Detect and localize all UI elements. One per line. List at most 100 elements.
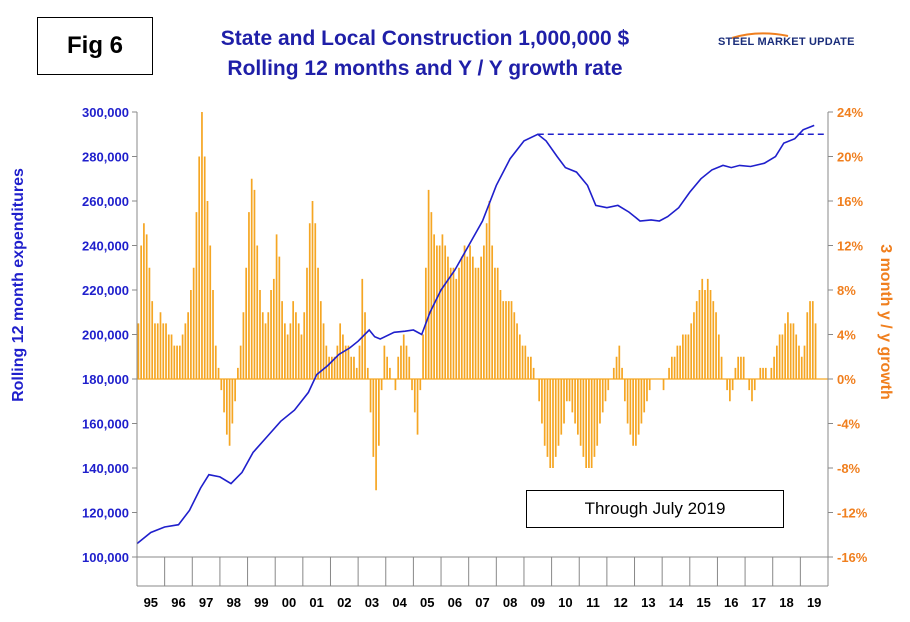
bar-30	[220, 379, 223, 391]
bar-49	[272, 278, 275, 380]
bar-62	[308, 223, 311, 379]
bar-148	[546, 379, 549, 457]
y-right-tick-label: 24%	[837, 105, 863, 120]
bar-17	[184, 323, 187, 380]
bar-71	[333, 356, 336, 379]
bar-83	[366, 367, 369, 380]
y-left-tick-label: 160,000	[82, 417, 129, 432]
bar-204	[701, 278, 704, 380]
bar-28	[214, 345, 217, 380]
bar-240	[800, 356, 803, 379]
bar-207	[709, 290, 712, 379]
bar-105	[427, 189, 430, 380]
bar-230	[773, 356, 775, 379]
bar-167	[599, 379, 601, 424]
x-tick-label: 98	[227, 595, 241, 610]
bar-225	[759, 367, 762, 380]
bar-118	[463, 245, 466, 379]
bar-153	[560, 379, 563, 435]
y-right-tick-label: -8%	[837, 461, 861, 476]
bar-184	[646, 379, 648, 402]
bar-142	[530, 356, 532, 379]
bar-106	[430, 212, 433, 380]
bar-64	[314, 223, 317, 379]
x-tick-label: 06	[448, 595, 462, 610]
bar-221	[748, 379, 751, 391]
bar-76	[347, 345, 350, 380]
bar-135	[510, 301, 513, 380]
bar-150	[552, 379, 554, 468]
bar-1	[140, 245, 142, 379]
bar-238	[795, 334, 798, 379]
bar-99	[411, 379, 413, 391]
x-tick-label: 11	[586, 595, 600, 610]
bar-154	[563, 379, 565, 424]
bar-74	[342, 334, 344, 379]
bar-50	[275, 234, 278, 380]
y-right-tick-label: -16%	[837, 550, 868, 565]
x-tick-label: 12	[613, 595, 627, 610]
bar-218	[740, 356, 742, 379]
bar-11	[167, 334, 170, 379]
x-tick-label: 05	[420, 595, 434, 610]
bar-132	[502, 301, 505, 380]
bar-243	[809, 301, 811, 380]
bar-244	[811, 301, 814, 380]
bar-94	[397, 356, 400, 379]
bar-122	[474, 267, 477, 379]
bar-233	[781, 334, 784, 379]
bar-32	[225, 379, 228, 435]
bar-2	[143, 223, 145, 379]
bar-60	[303, 312, 306, 379]
bar-97	[405, 345, 408, 380]
bar-36	[237, 367, 239, 380]
bar-56	[292, 301, 295, 380]
bar-93	[394, 379, 397, 391]
x-tick-label: 07	[475, 595, 489, 610]
bar-114	[452, 267, 455, 379]
bar-51	[278, 256, 281, 380]
bar-172	[612, 367, 615, 380]
x-tick-label: 97	[199, 595, 213, 610]
bar-46	[264, 323, 267, 380]
y-right-tick-label: 20%	[837, 150, 863, 165]
bar-199	[687, 334, 690, 379]
bar-241	[803, 345, 806, 380]
bar-series	[137, 112, 828, 491]
y-left-tick-label: 300,000	[82, 105, 129, 120]
bar-125	[483, 245, 485, 379]
bar-72	[336, 345, 339, 380]
annotation-box: Through July 2019	[526, 490, 784, 528]
bar-208	[712, 301, 715, 380]
bar-245	[814, 323, 817, 380]
bar-86	[375, 379, 377, 491]
bar-77	[350, 356, 353, 379]
bar-151	[554, 379, 557, 457]
bar-157	[571, 379, 574, 413]
bar-42	[253, 189, 256, 380]
bar-45	[261, 312, 264, 379]
y-left-tick-label: 240,000	[82, 239, 129, 254]
x-tick-label: 02	[337, 595, 351, 610]
bar-127	[488, 201, 491, 379]
bar-113	[449, 267, 452, 379]
bar-101	[416, 379, 419, 435]
bar-231	[776, 345, 778, 380]
bar-137	[516, 323, 518, 380]
bar-236	[789, 323, 792, 380]
bar-217	[737, 356, 740, 379]
bar-200	[690, 323, 693, 380]
bar-69	[328, 356, 330, 379]
y-right-tick-label: 0%	[837, 372, 856, 387]
bar-108	[436, 245, 438, 379]
bar-8	[159, 312, 162, 379]
bar-53	[284, 323, 286, 380]
y-left-tick-label: 280,000	[82, 150, 129, 165]
bar-174	[618, 345, 621, 380]
bar-91	[389, 367, 391, 380]
bar-205	[704, 290, 706, 379]
bar-232	[778, 334, 781, 379]
bar-136	[513, 312, 516, 379]
x-tick-label: 15	[696, 595, 710, 610]
bar-209	[715, 312, 717, 379]
